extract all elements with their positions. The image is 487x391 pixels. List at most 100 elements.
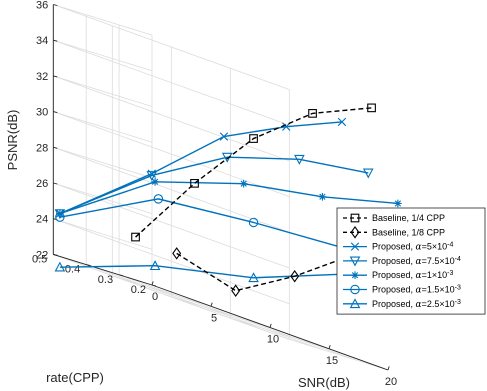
data-point-x xyxy=(350,242,360,251)
z-tick-label: 22 xyxy=(36,249,48,261)
data-point-asterisk xyxy=(56,209,64,218)
data-point-circle xyxy=(55,212,65,222)
z-tick-mark xyxy=(53,182,58,185)
legend-label-1: Baseline, 1/8 CPP xyxy=(372,227,445,237)
data-point-triangle-up xyxy=(248,272,259,283)
x-axis-label: SNR(dB) xyxy=(298,375,350,390)
z-tick-label: 36 xyxy=(36,0,48,12)
series-4 xyxy=(56,178,402,218)
grid-line-z xyxy=(53,111,290,197)
z-tick-mark xyxy=(53,4,58,6)
y-axis-line xyxy=(53,253,153,286)
grid-line-z xyxy=(53,39,153,72)
grid-line-y xyxy=(86,264,323,350)
series-0 xyxy=(131,103,376,242)
z-tick-mark xyxy=(53,253,58,256)
x-tick-mark xyxy=(387,366,390,371)
data-point-diamond xyxy=(290,269,300,283)
x-tick-mark xyxy=(210,302,213,307)
x-tick-label: 15 xyxy=(326,355,338,367)
grid-line-z xyxy=(53,182,290,269)
y-tick-label: 0.2 xyxy=(131,284,146,296)
series-line xyxy=(135,107,372,238)
x-tick-label: 0 xyxy=(152,291,158,303)
x-tick-label: 20 xyxy=(385,376,397,388)
data-point-circle xyxy=(153,194,164,204)
z-tick-label: 26 xyxy=(36,178,48,190)
legend-label-2: Proposed, α=5×10-4 xyxy=(372,242,453,253)
legend: Baseline, 1/4 CPP Baseline, 1/8 CPP Propos… xyxy=(336,207,486,315)
data-point-triangle-down xyxy=(146,171,158,181)
grid-line-z xyxy=(53,146,153,179)
data-point-triangle-down xyxy=(362,168,374,179)
legend-label-4: Proposed, α=1×10-3 xyxy=(372,270,453,281)
x-tick-mark xyxy=(269,323,272,328)
z-tick-label: 24 xyxy=(36,214,48,226)
legend-label-3: Proposed, α=7.5×10-4 xyxy=(372,256,461,267)
data-point-asterisk xyxy=(351,271,359,279)
side-wall xyxy=(53,4,152,285)
x-tick-mark xyxy=(151,281,154,286)
data-point-diamond xyxy=(231,284,241,297)
z-tick-mark xyxy=(53,75,58,78)
axis-labels: SNR(dB) rate(CPP) PSNR(dB) xyxy=(5,110,350,390)
grid-line-x xyxy=(289,339,389,371)
data-point-x xyxy=(219,132,229,141)
grid-line-x xyxy=(171,296,271,328)
data-point-square xyxy=(367,103,376,113)
z-tick-label: 30 xyxy=(36,107,48,119)
data-point-triangle-down xyxy=(349,256,361,267)
data-point-circle xyxy=(350,284,360,295)
grid-line-y xyxy=(118,274,356,361)
y-tick-label: 0.5 xyxy=(32,253,47,265)
data-point-asterisk xyxy=(239,179,248,188)
data-point-square xyxy=(350,213,360,223)
axis-panes xyxy=(53,4,389,370)
data-point-square xyxy=(308,109,317,118)
grid-line-z xyxy=(53,146,290,233)
grid-line-x xyxy=(112,275,212,307)
grid-line-x xyxy=(230,317,330,350)
data-point-diamond xyxy=(350,226,360,239)
data-point-triangle-down xyxy=(294,154,305,165)
y-tick-label: 0.3 xyxy=(98,274,113,286)
grid-line-z xyxy=(53,75,290,162)
data-point-asterisk xyxy=(394,199,402,208)
z-tick-mark xyxy=(53,39,58,42)
grid-line-z xyxy=(53,254,290,340)
data-point-asterisk xyxy=(151,178,159,186)
axis-lines xyxy=(52,4,390,371)
z-tick-label: 32 xyxy=(36,71,48,83)
y-tick-mark xyxy=(118,274,124,277)
z-axis-label: PSNR(dB) xyxy=(5,110,20,171)
x-tick-label: 10 xyxy=(267,334,279,346)
z-tick-mark xyxy=(53,146,58,149)
legend-label-6: Proposed, α=2.5×10-3 xyxy=(372,299,461,310)
data-point-diamond xyxy=(172,247,182,260)
y-tick-mark xyxy=(86,264,91,267)
grid-line-z xyxy=(53,182,153,214)
series-line xyxy=(176,250,413,292)
series-line xyxy=(59,156,369,215)
grid-line-z xyxy=(53,111,153,143)
data-point-x xyxy=(282,122,291,131)
y-tick-mark xyxy=(151,284,157,287)
z-tick-label: 28 xyxy=(36,142,48,154)
y-axis-label: rate(CPP) xyxy=(46,370,104,385)
legend-label-0: Baseline, 1/4 CPP xyxy=(372,213,445,223)
z-tick-mark xyxy=(53,111,58,114)
data-point-triangle-up xyxy=(149,260,161,271)
grid-line-z xyxy=(53,75,153,107)
tick-labels: 0 5 10 15 20 0.2 0.3 0.4 0.522 24 26 28 30 32 34 36 xyxy=(32,0,397,388)
data-point-square xyxy=(131,232,140,242)
data-point-triangle-up xyxy=(54,261,66,272)
x-tick-label: 5 xyxy=(211,312,217,324)
grid-line-z xyxy=(53,218,290,305)
x-tick-mark xyxy=(328,345,331,349)
legend-label-5: Proposed, α=1.5×10-3 xyxy=(372,285,461,296)
z-tick-label: 34 xyxy=(36,35,48,47)
data-point-circle xyxy=(248,217,259,228)
y-tick-label: 0.4 xyxy=(65,264,80,276)
grid-line-z xyxy=(53,218,153,250)
